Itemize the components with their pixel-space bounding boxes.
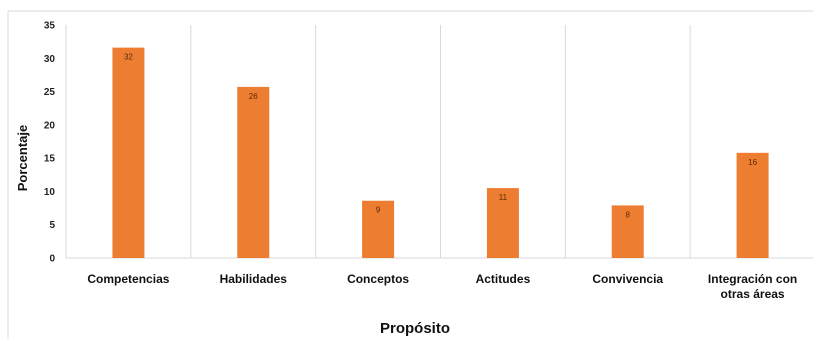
bar (362, 200, 395, 258)
y-tick-label: 0 (49, 254, 55, 265)
x-axis-title: Propósito (380, 320, 450, 337)
bar (237, 86, 270, 258)
y-tick-label: 30 (44, 54, 56, 65)
y-tick-label: 10 (44, 187, 56, 198)
x-tick-label: Conceptos (347, 272, 409, 286)
data-label: 16 (748, 158, 757, 167)
x-tick-label: Integración con otras áreas (708, 272, 797, 301)
x-tick-label: Convivencia (592, 272, 663, 286)
y-tick-label: 5 (49, 220, 55, 231)
y-tick-label: 35 (44, 21, 56, 32)
data-label: 26 (249, 92, 258, 101)
y-tick-label: 15 (44, 154, 56, 165)
x-tick-label: Actitudes (476, 272, 531, 286)
data-label: 11 (499, 193, 508, 202)
y-tick-label: 20 (44, 120, 56, 131)
bar (112, 47, 145, 259)
bar (736, 152, 769, 258)
bar (486, 188, 519, 258)
y-tick-label: 25 (44, 87, 56, 98)
data-label: 9 (376, 206, 381, 215)
data-label: 8 (626, 210, 631, 219)
x-tick-label: Competencias (87, 272, 169, 286)
y-axis-title: Porcentaje (15, 125, 30, 191)
data-label: 32 (124, 53, 133, 62)
bar (611, 205, 644, 258)
x-tick-label: Habilidades (220, 272, 288, 286)
